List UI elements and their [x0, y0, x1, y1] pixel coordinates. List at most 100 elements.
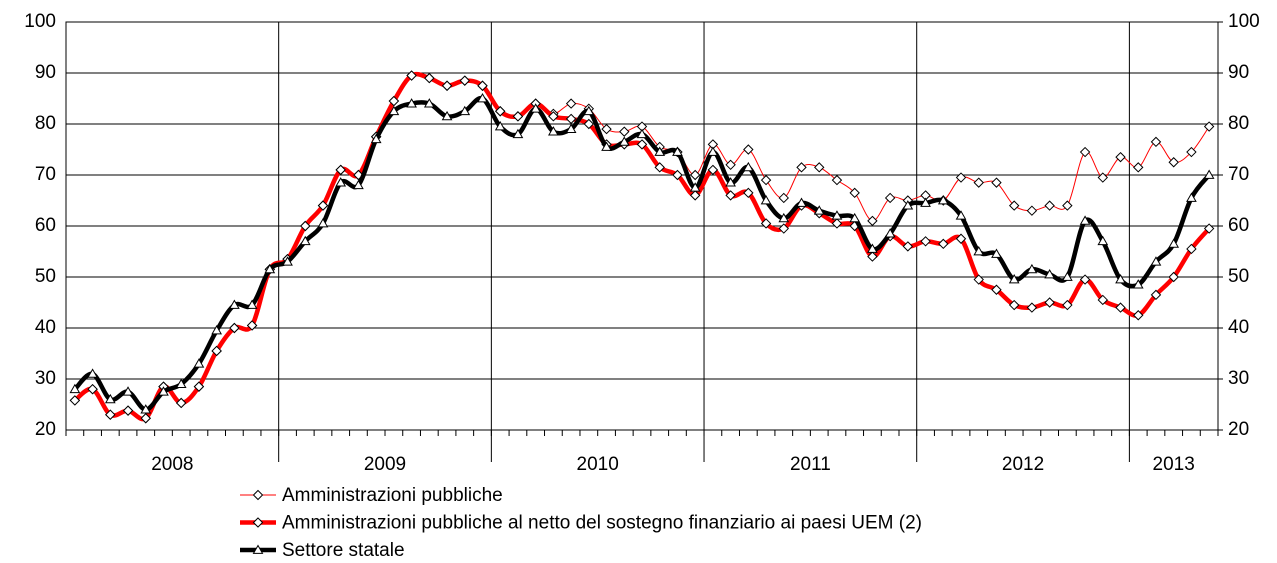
point	[512, 111, 524, 122]
point	[778, 212, 790, 223]
point	[565, 113, 577, 125]
point	[1079, 146, 1091, 158]
y-tick-label: 100	[24, 11, 56, 32]
point	[867, 243, 878, 253]
point	[122, 386, 134, 396]
point	[955, 172, 967, 183]
point	[955, 210, 967, 220]
point	[252, 489, 264, 501]
point	[1097, 294, 1109, 306]
point	[1203, 121, 1215, 132]
point	[1044, 200, 1055, 211]
point	[1008, 274, 1020, 284]
point	[920, 236, 931, 247]
point	[619, 126, 630, 137]
point	[530, 103, 542, 113]
point	[140, 413, 151, 424]
point	[618, 136, 630, 146]
point	[1132, 279, 1144, 289]
point	[1186, 146, 1197, 158]
x-tick-label: 2011	[790, 454, 831, 475]
point	[317, 200, 329, 211]
point	[867, 251, 878, 262]
point	[884, 192, 896, 204]
point	[158, 386, 169, 396]
x-tick-label: 2013	[1153, 454, 1195, 475]
y-tick-label: 90	[35, 62, 56, 83]
point	[459, 75, 470, 86]
x-tick-label: 2008	[151, 454, 193, 475]
point	[743, 187, 754, 199]
point	[1186, 243, 1197, 255]
point	[814, 162, 825, 173]
point	[601, 141, 612, 151]
point	[299, 235, 311, 246]
point	[104, 393, 116, 404]
point	[1008, 299, 1020, 311]
point	[211, 325, 223, 335]
point	[1062, 200, 1073, 211]
point	[353, 169, 364, 181]
y2-tick-label: 30	[1228, 368, 1249, 389]
point	[636, 128, 648, 139]
y2-tick-label: 100	[1228, 11, 1260, 32]
point	[1203, 223, 1215, 234]
y2-tick-label: 90	[1228, 62, 1249, 83]
point	[565, 123, 577, 133]
point	[565, 98, 577, 109]
point	[69, 395, 81, 406]
y-tick-label: 70	[35, 164, 56, 185]
point	[282, 256, 293, 266]
point	[938, 238, 949, 250]
point	[1044, 297, 1055, 308]
point	[991, 284, 1002, 295]
point	[246, 299, 258, 309]
point	[849, 212, 861, 223]
point	[406, 98, 417, 108]
point	[211, 345, 222, 357]
point	[725, 177, 736, 187]
point	[193, 358, 205, 368]
point	[459, 105, 471, 116]
point	[1061, 271, 1073, 281]
y2-tick-label: 70	[1228, 164, 1249, 185]
point	[902, 241, 914, 252]
point	[477, 80, 488, 91]
point	[707, 146, 719, 156]
point	[406, 70, 417, 81]
point	[760, 218, 772, 229]
y-tick-label: 40	[35, 317, 56, 338]
point	[229, 299, 240, 309]
point	[1203, 169, 1215, 179]
point	[1097, 235, 1109, 246]
point	[353, 179, 364, 190]
point	[175, 397, 187, 409]
point	[1062, 299, 1073, 311]
point	[1008, 200, 1020, 211]
point	[973, 274, 984, 285]
point	[1150, 256, 1162, 266]
point	[1115, 151, 1126, 163]
point	[583, 105, 595, 116]
point	[1168, 271, 1179, 283]
point	[991, 248, 1002, 258]
point	[654, 162, 665, 173]
x-tick-label: 2012	[1002, 454, 1044, 475]
point	[902, 200, 914, 210]
point	[512, 128, 524, 139]
y2-tick-label: 50	[1228, 266, 1249, 287]
point	[778, 192, 789, 204]
point	[796, 162, 807, 173]
point	[252, 517, 264, 528]
point	[246, 320, 258, 331]
point	[1044, 268, 1055, 279]
point	[884, 228, 896, 238]
point	[548, 111, 559, 122]
point	[1026, 302, 1038, 313]
point	[1168, 157, 1179, 168]
point	[760, 194, 772, 205]
point	[920, 197, 931, 207]
point	[388, 105, 400, 116]
point	[813, 205, 825, 215]
point	[725, 159, 736, 171]
